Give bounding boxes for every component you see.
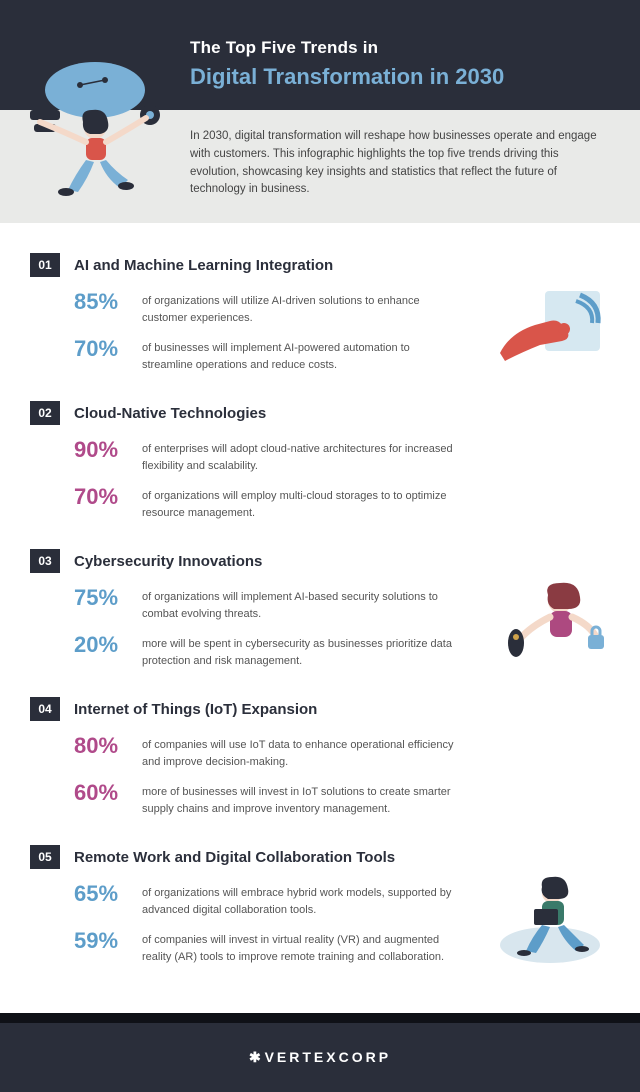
trend-item: 04 Internet of Things (IoT) Expansion 80% o… (30, 697, 610, 817)
trend-number: 05 (30, 845, 60, 869)
stat-row: 80% of companies will use IoT data to enh… (30, 733, 460, 770)
stat-text: more of businesses will invest in IoT so… (142, 780, 460, 817)
stat-percent: 85% (74, 289, 130, 315)
intro-text: In 2030, digital transformation will res… (190, 128, 610, 199)
trend-header: 05 Remote Work and Digital Collaboration … (30, 845, 610, 869)
stat-row: 60% more of businesses will invest in IoT… (30, 780, 460, 817)
stat-text: of companies will use IoT data to enhanc… (142, 733, 460, 770)
stat-percent: 59% (74, 928, 130, 954)
trend-title: Internet of Things (IoT) Expansion (74, 701, 317, 718)
trend-illustration (490, 579, 610, 669)
trend-title: Cloud-Native Technologies (74, 405, 266, 422)
header-title: Digital Transformation in 2030 (190, 64, 610, 90)
footer-brand: VERTEXCORP (249, 1049, 391, 1065)
trend-header: 01 AI and Machine Learning Integration (30, 253, 610, 277)
stat-text: of organizations will utilize AI-driven … (142, 289, 460, 326)
stat-percent: 70% (74, 484, 130, 510)
stat-text: of organizations will embrace hybrid wor… (142, 881, 460, 918)
stat-percent: 90% (74, 437, 130, 463)
trend-number: 03 (30, 549, 60, 573)
trend-header: 03 Cybersecurity Innovations (30, 549, 610, 573)
trend-illustration (490, 283, 610, 373)
trend-number: 01 (30, 253, 60, 277)
stat-text: of organizations will employ multi-cloud… (142, 484, 460, 521)
intro-band: In 2030, digital transformation will res… (0, 110, 640, 223)
stat-percent: 20% (74, 632, 130, 658)
trend-item: 03 Cybersecurity Innovations 75% of organiz… (30, 549, 610, 669)
trend-item: 01 AI and Machine Learning Integration 85%… (30, 253, 610, 373)
trend-illustration (490, 875, 610, 965)
stat-text: of companies will invest in virtual real… (142, 928, 460, 965)
stat-row: 75% of organizations will implement AI-ba… (30, 585, 460, 622)
stat-text: of organizations will implement AI-based… (142, 585, 460, 622)
trend-number: 04 (30, 697, 60, 721)
trend-title: AI and Machine Learning Integration (74, 257, 333, 274)
stat-text: of enterprises will adopt cloud-native a… (142, 437, 460, 474)
stat-percent: 60% (74, 780, 130, 806)
stat-percent: 80% (74, 733, 130, 759)
stat-percent: 65% (74, 881, 130, 907)
stat-row: 59% of companies will invest in virtual r… (30, 928, 460, 965)
stat-text: of businesses will implement AI-powered … (142, 336, 460, 373)
trend-title: Cybersecurity Innovations (74, 553, 262, 570)
trend-item: 05 Remote Work and Digital Collaboration … (30, 845, 610, 965)
stat-row: 70% of organizations will employ multi-cl… (30, 484, 460, 521)
trend-header: 02 Cloud-Native Technologies (30, 401, 610, 425)
trend-number: 02 (30, 401, 60, 425)
stat-row: 85% of organizations will utilize AI-driv… (30, 289, 460, 326)
stat-row: 90% of enterprises will adopt cloud-nativ… (30, 437, 460, 474)
trend-header: 04 Internet of Things (IoT) Expansion (30, 697, 610, 721)
stat-percent: 75% (74, 585, 130, 611)
trends-list: 01 AI and Machine Learning Integration 85%… (0, 223, 640, 1013)
footer: VERTEXCORP (0, 1013, 640, 1092)
trend-title: Remote Work and Digital Collaboration To… (74, 849, 395, 866)
hero-illustration (20, 50, 170, 200)
stat-row: 20% more will be spent in cybersecurity a… (30, 632, 460, 669)
trend-item: 02 Cloud-Native Technologies 90% of enterpr… (30, 401, 610, 521)
stat-text: more will be spent in cybersecurity as b… (142, 632, 460, 669)
header-kicker: The Top Five Trends in (190, 38, 610, 58)
stat-row: 70% of businesses will implement AI-power… (30, 336, 460, 373)
stat-percent: 70% (74, 336, 130, 362)
stat-row: 65% of organizations will embrace hybrid … (30, 881, 460, 918)
